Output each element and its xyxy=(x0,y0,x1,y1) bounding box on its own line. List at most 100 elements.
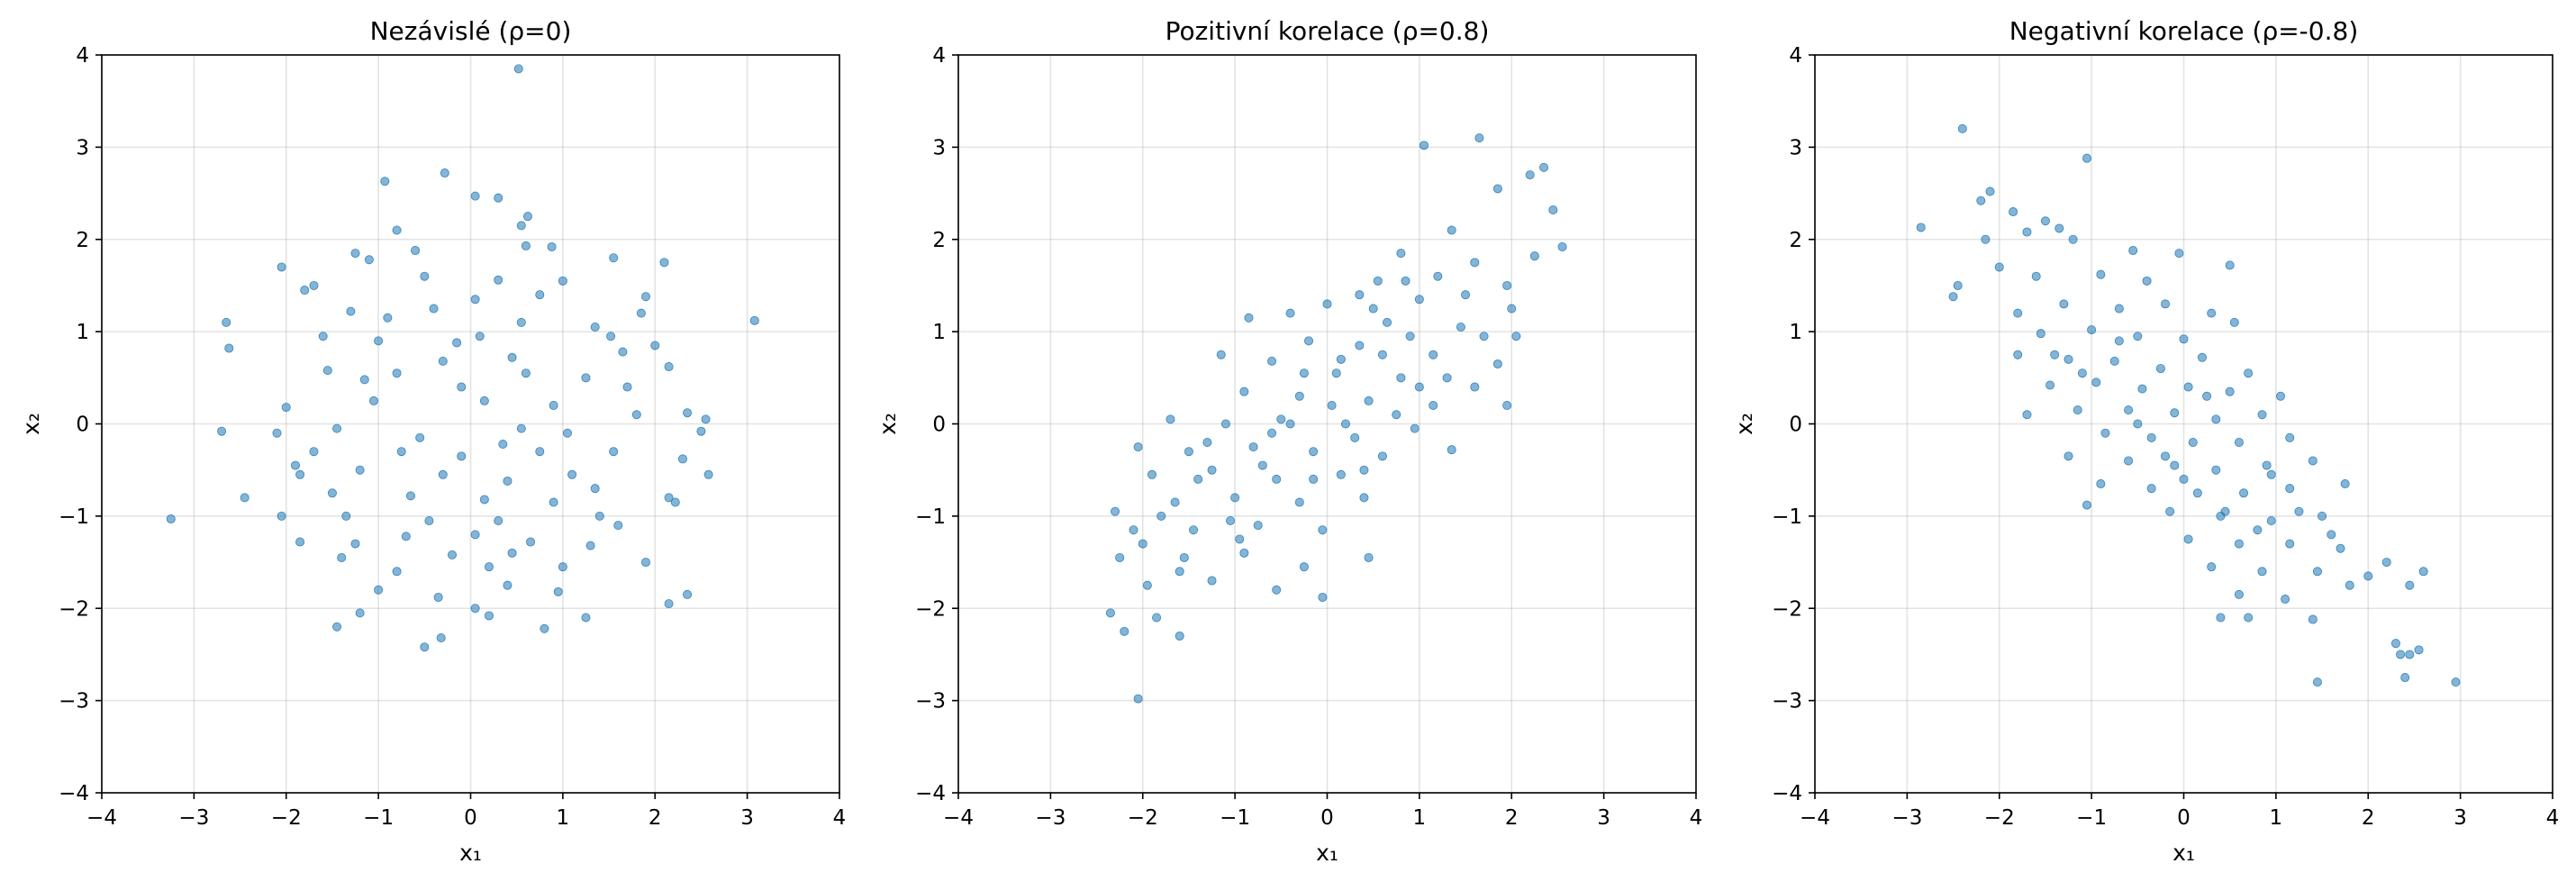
data-point xyxy=(2396,650,2406,659)
data-point xyxy=(562,428,572,438)
y-tick-label: −4 xyxy=(915,782,946,805)
data-point xyxy=(2418,567,2428,577)
data-point xyxy=(1331,368,1341,378)
data-point xyxy=(2036,329,2045,339)
data-point xyxy=(494,515,503,525)
data-point xyxy=(1166,414,1175,424)
data-point xyxy=(2244,368,2254,378)
x-tick-label: 2 xyxy=(2362,806,2375,830)
data-point xyxy=(2059,299,2069,309)
y-tick-label: 4 xyxy=(932,44,946,68)
data-point xyxy=(1272,474,1282,484)
y-tick-label: 0 xyxy=(932,414,946,437)
data-point xyxy=(1115,552,1125,562)
x-tick-label: 4 xyxy=(2546,806,2560,830)
data-point xyxy=(420,271,430,281)
plot-frame xyxy=(1814,54,2553,794)
data-point xyxy=(392,225,402,235)
x-tick-label: 1 xyxy=(557,806,570,830)
data-point xyxy=(2022,410,2032,420)
data-point xyxy=(2207,308,2217,318)
x-tick-label: −1 xyxy=(1220,806,1250,830)
x-tick-label: −4 xyxy=(1800,806,1830,830)
data-point xyxy=(1392,410,1401,420)
x-tick-label: 1 xyxy=(1413,806,1427,830)
data-point xyxy=(1470,382,1480,392)
data-point xyxy=(613,521,623,531)
data-point xyxy=(636,308,646,318)
data-point xyxy=(1414,295,1424,305)
data-point xyxy=(1359,493,1369,503)
y-tick-label: −3 xyxy=(59,690,89,714)
y-tick-label: −3 xyxy=(1772,690,1802,714)
data-point xyxy=(2124,405,2134,415)
grid xyxy=(1814,54,2553,794)
data-point xyxy=(1359,465,1369,475)
data-point xyxy=(2234,589,2244,599)
data-point xyxy=(1479,332,1489,341)
data-point xyxy=(1447,445,1456,455)
data-point xyxy=(1557,241,1567,251)
data-point xyxy=(2096,479,2106,489)
data-point xyxy=(2114,304,2124,314)
data-point xyxy=(2327,530,2336,540)
data-point xyxy=(1373,276,1383,286)
data-point xyxy=(1396,249,1406,259)
data-point xyxy=(436,633,446,643)
data-point xyxy=(2244,613,2254,623)
data-point xyxy=(2009,207,2018,217)
data-point xyxy=(448,550,458,559)
data-point xyxy=(2234,437,2244,447)
data-point xyxy=(2128,246,2138,256)
data-point xyxy=(2225,260,2235,270)
data-point xyxy=(2285,432,2295,442)
data-point xyxy=(1957,123,1967,133)
data-point xyxy=(1189,525,1199,535)
data-point xyxy=(1138,539,1147,549)
data-point xyxy=(507,352,517,362)
y-tick-label: 0 xyxy=(1789,414,1802,437)
data-point xyxy=(2165,506,2175,516)
data-point xyxy=(1294,497,1304,507)
data-point xyxy=(1111,506,1120,516)
data-point xyxy=(522,212,532,222)
data-point xyxy=(703,469,713,479)
data-point xyxy=(1202,437,1212,447)
data-point xyxy=(1322,299,1332,309)
data-point xyxy=(2124,456,2134,466)
y-tick-label: −2 xyxy=(1772,597,1802,621)
data-point xyxy=(1175,567,1184,577)
data-point xyxy=(2073,405,2082,415)
axis-ticks: −4 −3 −2 −1 0 1 2 3 4 −4 −3 −2 −1 0 1 2 3 4 xyxy=(915,44,1702,830)
y-tick-label: 2 xyxy=(76,229,89,252)
data-point xyxy=(2179,474,2189,484)
x-tick-label: −2 xyxy=(271,806,302,830)
data-point xyxy=(374,585,384,595)
data-point xyxy=(2068,234,2078,244)
data-point xyxy=(1377,451,1387,461)
data-point xyxy=(1981,234,1991,244)
data-point xyxy=(2161,451,2171,461)
data-point xyxy=(1364,396,1374,405)
data-point xyxy=(585,541,595,550)
data-point xyxy=(2155,364,2165,374)
x-tick-label: −3 xyxy=(1891,806,1922,830)
y-tick-label: 3 xyxy=(932,136,946,159)
y-tick-label: 1 xyxy=(1789,321,1802,344)
data-point xyxy=(411,246,421,256)
data-point xyxy=(438,469,448,479)
y-tick-label: 3 xyxy=(1789,136,1802,159)
data-point xyxy=(346,306,356,316)
data-point xyxy=(2211,414,2221,424)
data-point xyxy=(457,451,467,461)
data-point xyxy=(1953,280,1963,290)
data-point xyxy=(1147,469,1156,479)
data-point xyxy=(2266,515,2276,525)
data-point xyxy=(516,221,526,231)
y-tick-label: −1 xyxy=(59,505,89,529)
plot-frame xyxy=(101,54,840,794)
data-point xyxy=(2082,500,2092,510)
data-point xyxy=(1220,419,1230,429)
data-point xyxy=(521,368,531,378)
data-point xyxy=(2308,456,2317,466)
